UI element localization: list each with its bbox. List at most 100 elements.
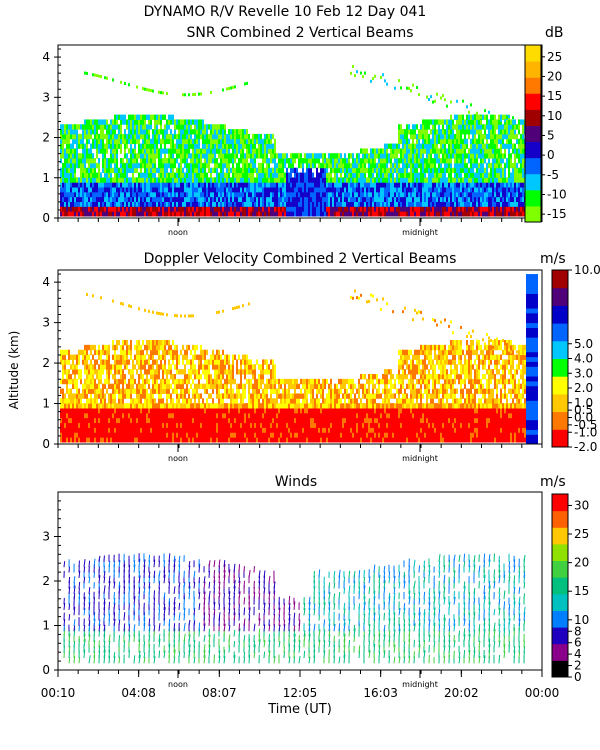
snr-cell — [432, 124, 434, 130]
snr-cell — [136, 153, 138, 159]
snr-cell — [208, 201, 210, 207]
snr-cell — [262, 162, 264, 169]
snr-cell — [388, 158, 390, 164]
snr-cell — [312, 196, 314, 203]
snr-cell — [246, 143, 248, 149]
snr-cell — [394, 162, 396, 169]
doppler-cell — [108, 412, 110, 419]
doppler-cell — [100, 349, 102, 356]
snr-cell — [314, 201, 316, 207]
snr-cell — [510, 206, 512, 212]
snr-cell — [408, 158, 410, 164]
doppler-cell — [104, 417, 106, 424]
snr-cell — [198, 133, 200, 140]
snr-cell — [180, 196, 182, 203]
snr-cell — [352, 206, 354, 212]
snr-cell — [510, 124, 512, 130]
snr-cell — [154, 148, 156, 154]
snr-cell — [410, 167, 412, 174]
snr-cell — [500, 133, 502, 140]
snr-cell — [134, 177, 136, 183]
snr-cell — [380, 187, 382, 193]
doppler-cell — [136, 340, 138, 346]
snr-cell — [328, 172, 330, 178]
snr-cell — [408, 153, 410, 159]
snr-cell — [438, 129, 440, 135]
snr-cell — [184, 119, 186, 125]
snr-cell — [438, 158, 440, 164]
snr-cell — [194, 92, 196, 96]
snr-cell — [476, 162, 478, 169]
snr-cell — [412, 143, 414, 149]
snr-cell — [330, 187, 332, 193]
snr-cell — [500, 124, 502, 130]
snr-cell — [162, 129, 164, 135]
snr-cell — [418, 138, 420, 145]
snr-cell — [460, 148, 462, 154]
snr-cell — [86, 177, 88, 183]
snr-cell — [370, 148, 372, 154]
snr-cell — [108, 138, 110, 145]
snr-cell — [202, 182, 204, 188]
snr-cell — [498, 162, 500, 169]
snr-cell — [444, 148, 446, 154]
doppler-cell — [138, 378, 140, 385]
snr-cell — [514, 172, 516, 178]
snr-cell — [216, 167, 218, 174]
snr-cell — [164, 158, 166, 164]
snr-cell — [196, 182, 198, 188]
snr-cell — [194, 162, 196, 169]
snr-cell — [318, 153, 320, 159]
snr-cell — [306, 191, 308, 198]
snr-cell — [254, 177, 256, 183]
snr-cell — [72, 143, 74, 149]
snr-cell — [506, 187, 508, 193]
snr-cell — [116, 162, 118, 169]
snr-cell — [68, 172, 70, 178]
doppler-cell — [70, 407, 72, 414]
snr-cell — [260, 143, 262, 149]
snr-cell — [64, 153, 66, 159]
snr-cell — [348, 201, 350, 207]
snr-cell — [268, 162, 270, 169]
snr-cell — [314, 196, 316, 203]
doppler-cell — [136, 412, 138, 419]
snr-cell — [252, 211, 254, 217]
snr-cell — [288, 177, 290, 183]
snr-cell — [66, 148, 68, 154]
snr-cell — [84, 206, 86, 212]
snr-cell — [476, 211, 478, 217]
doppler-units: m/s — [540, 251, 566, 267]
snr-cell — [168, 211, 170, 217]
snr-cell — [216, 187, 218, 193]
doppler-cell — [88, 437, 90, 443]
snr-cell — [412, 133, 414, 140]
snr-cell — [422, 187, 424, 193]
snr-cell — [68, 206, 70, 212]
snr-cell — [364, 177, 366, 183]
snr-cell — [504, 206, 506, 212]
snr-cell — [200, 206, 202, 212]
snr-cell — [392, 196, 394, 203]
doppler-cell — [88, 427, 90, 433]
doppler-cell — [66, 378, 68, 385]
snr-cell — [356, 70, 358, 74]
snr-cell — [256, 177, 258, 183]
doppler-cell — [96, 383, 98, 390]
snr-cell — [330, 153, 332, 159]
doppler-cell — [122, 422, 124, 428]
doppler-cell — [100, 407, 102, 414]
snr-cell — [148, 143, 150, 149]
snr-cell — [252, 143, 254, 149]
snr-cell — [288, 172, 290, 178]
colorbar-label: -10 — [547, 187, 567, 201]
snr-cell — [196, 172, 198, 178]
snr-cell — [450, 114, 452, 120]
doppler-cell — [100, 422, 102, 428]
doppler-cell — [76, 398, 78, 404]
doppler-cell — [140, 349, 142, 356]
doppler-cell — [116, 354, 118, 360]
snr-cell — [284, 158, 286, 164]
snr-cell — [118, 138, 120, 145]
snr-cell — [150, 158, 152, 164]
